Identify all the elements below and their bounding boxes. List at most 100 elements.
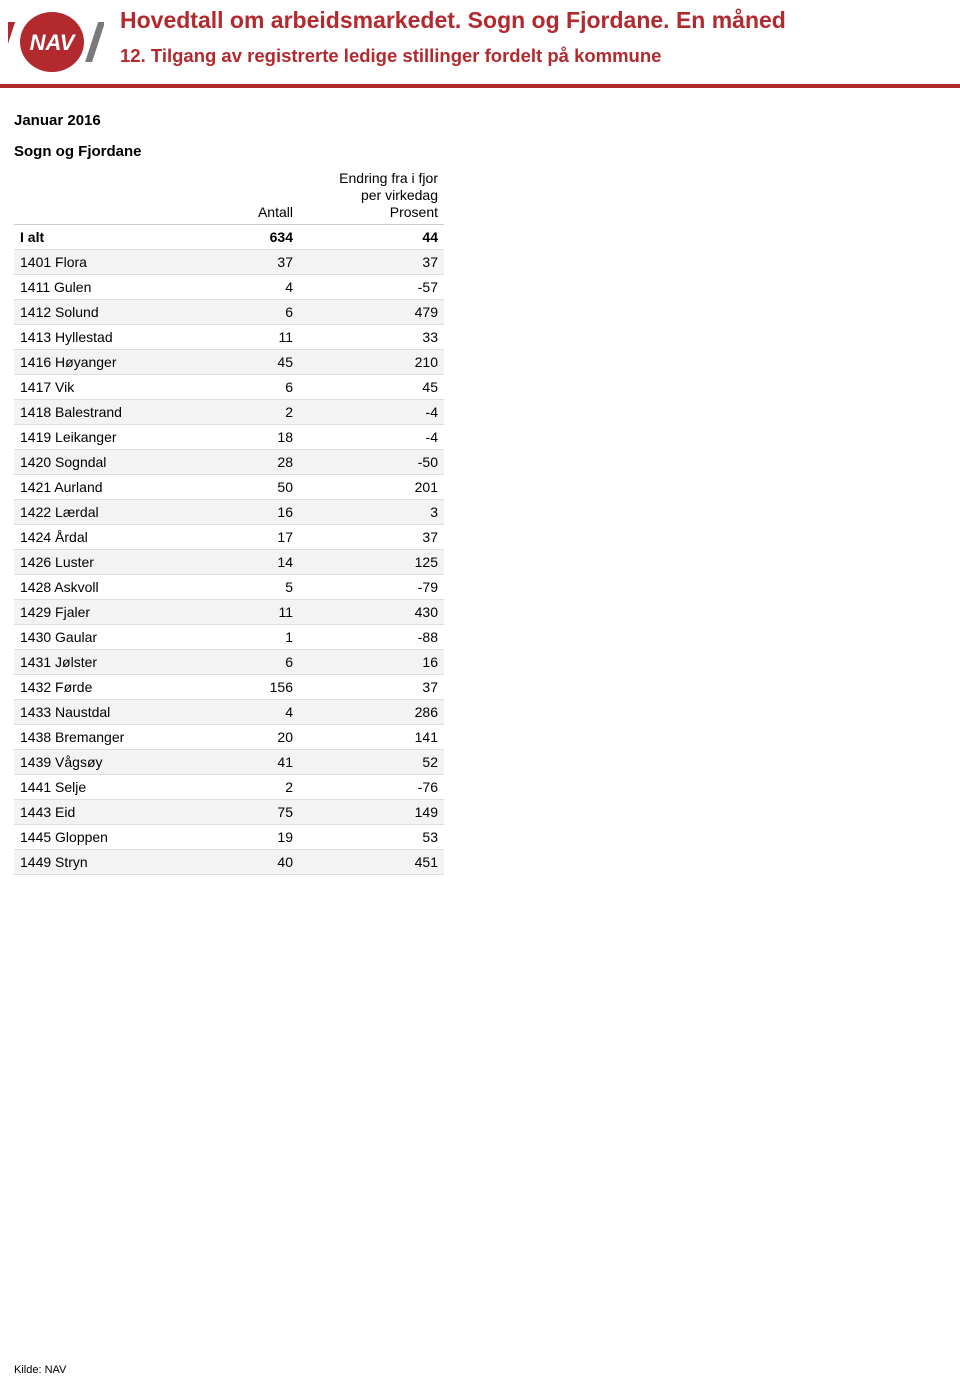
cell-antall: 37 — [214, 250, 299, 275]
cell-prosent: 479 — [299, 300, 444, 325]
table-row: 1426 Luster14125 — [14, 550, 444, 575]
col-header-change: Endring fra i fjor per virkedag Prosent — [299, 166, 444, 225]
table-row: 1439 Vågsøy4152 — [14, 750, 444, 775]
cell-prosent: 45 — [299, 375, 444, 400]
cell-label: 1412 Solund — [14, 300, 214, 325]
table-row: 1431 Jølster616 — [14, 650, 444, 675]
cell-prosent: 44 — [299, 225, 444, 250]
cell-antall: 40 — [214, 850, 299, 875]
period-label: Januar 2016 — [14, 112, 960, 129]
table-row: 1419 Leikanger18-4 — [14, 425, 444, 450]
cell-label: 1413 Hyllestad — [14, 325, 214, 350]
cell-prosent: -88 — [299, 625, 444, 650]
table-row: 1421 Aurland50201 — [14, 475, 444, 500]
data-table: Antall Endring fra i fjor per virkedag P… — [14, 166, 444, 875]
cell-label: 1420 Sogndal — [14, 450, 214, 475]
cell-antall: 5 — [214, 575, 299, 600]
content-area: Januar 2016 Sogn og Fjordane Antall Endr… — [0, 88, 960, 875]
cell-antall: 4 — [214, 275, 299, 300]
cell-prosent: 286 — [299, 700, 444, 725]
cell-label: 1449 Stryn — [14, 850, 214, 875]
table-row: 1418 Balestrand2-4 — [14, 400, 444, 425]
cell-label: 1431 Jølster — [14, 650, 214, 675]
cell-label: 1433 Naustdal — [14, 700, 214, 725]
table-row-total: I alt 634 44 — [14, 225, 444, 250]
cell-label: 1401 Flora — [14, 250, 214, 275]
cell-label: 1439 Vågsøy — [14, 750, 214, 775]
table-row: 1443 Eid75149 — [14, 800, 444, 825]
table-row: 1424 Årdal1737 — [14, 525, 444, 550]
cell-antall: 634 — [214, 225, 299, 250]
cell-antall: 2 — [214, 775, 299, 800]
cell-antall: 28 — [214, 450, 299, 475]
cell-label: 1441 Selje — [14, 775, 214, 800]
table-row: 1441 Selje2-76 — [14, 775, 444, 800]
table-body: I alt 634 44 1401 Flora37371411 Gulen4-5… — [14, 225, 444, 875]
cell-prosent: 37 — [299, 250, 444, 275]
cell-prosent: 125 — [299, 550, 444, 575]
cell-antall: 11 — [214, 325, 299, 350]
cell-prosent: 451 — [299, 850, 444, 875]
table-row: 1413 Hyllestad1133 — [14, 325, 444, 350]
cell-antall: 14 — [214, 550, 299, 575]
cell-label: 1428 Askvoll — [14, 575, 214, 600]
page-header: NAV Hovedtall om arbeidsmarkedet. Sogn o… — [0, 0, 960, 74]
svg-text:NAV: NAV — [30, 30, 77, 55]
cell-label: 1421 Aurland — [14, 475, 214, 500]
source-footer: Kilde: NAV — [14, 1364, 66, 1376]
cell-label: 1432 Førde — [14, 675, 214, 700]
cell-antall: 18 — [214, 425, 299, 450]
cell-label: 1419 Leikanger — [14, 425, 214, 450]
table-row: 1430 Gaular1-88 — [14, 625, 444, 650]
cell-prosent: 141 — [299, 725, 444, 750]
table-row: 1428 Askvoll5-79 — [14, 575, 444, 600]
table-row: 1411 Gulen4-57 — [14, 275, 444, 300]
cell-prosent: -57 — [299, 275, 444, 300]
cell-label: 1424 Årdal — [14, 525, 214, 550]
page-subtitle: 12. Tilgang av registrerte ledige stilli… — [120, 45, 960, 67]
cell-label: 1438 Bremanger — [14, 725, 214, 750]
cell-prosent: 37 — [299, 525, 444, 550]
cell-antall: 16 — [214, 500, 299, 525]
cell-prosent: -50 — [299, 450, 444, 475]
cell-label: 1445 Gloppen — [14, 825, 214, 850]
cell-label: 1430 Gaular — [14, 625, 214, 650]
cell-antall: 20 — [214, 725, 299, 750]
cell-label: 1429 Fjaler — [14, 600, 214, 625]
cell-antall: 6 — [214, 375, 299, 400]
cell-antall: 6 — [214, 300, 299, 325]
table-header-row: Antall Endring fra i fjor per virkedag P… — [14, 166, 444, 225]
table-row: 1433 Naustdal4286 — [14, 700, 444, 725]
table-row: 1432 Førde15637 — [14, 675, 444, 700]
cell-prosent: 53 — [299, 825, 444, 850]
cell-label: 1426 Luster — [14, 550, 214, 575]
cell-prosent: 430 — [299, 600, 444, 625]
table-row: 1429 Fjaler11430 — [14, 600, 444, 625]
cell-prosent: 201 — [299, 475, 444, 500]
cell-antall: 75 — [214, 800, 299, 825]
col-header-blank — [14, 166, 214, 225]
cell-prosent: -79 — [299, 575, 444, 600]
cell-antall: 6 — [214, 650, 299, 675]
cell-antall: 2 — [214, 400, 299, 425]
cell-prosent: 33 — [299, 325, 444, 350]
cell-antall: 41 — [214, 750, 299, 775]
cell-antall: 17 — [214, 525, 299, 550]
nav-logo: NAV — [8, 10, 104, 74]
cell-prosent: 210 — [299, 350, 444, 375]
cell-label: 1417 Vik — [14, 375, 214, 400]
table-row: 1449 Stryn40451 — [14, 850, 444, 875]
table-row: 1438 Bremanger20141 — [14, 725, 444, 750]
cell-antall: 50 — [214, 475, 299, 500]
col-header-antall: Antall — [214, 166, 299, 225]
table-row: 1422 Lærdal163 — [14, 500, 444, 525]
table-row: 1445 Gloppen1953 — [14, 825, 444, 850]
col-header-change-text: Endring fra i fjor per virkedag Prosent — [339, 170, 438, 220]
cell-prosent: -4 — [299, 425, 444, 450]
page-title: Hovedtall om arbeidsmarkedet. Sogn og Fj… — [120, 6, 960, 35]
cell-prosent: -4 — [299, 400, 444, 425]
cell-antall: 4 — [214, 700, 299, 725]
cell-antall: 11 — [214, 600, 299, 625]
cell-label: 1411 Gulen — [14, 275, 214, 300]
cell-antall: 45 — [214, 350, 299, 375]
